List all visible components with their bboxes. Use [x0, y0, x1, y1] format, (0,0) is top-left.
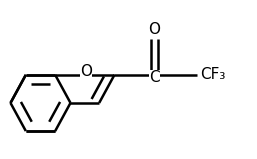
Text: C: C: [149, 70, 160, 85]
Text: O: O: [149, 22, 161, 37]
Text: O: O: [80, 64, 92, 79]
Text: CF₃: CF₃: [200, 67, 226, 82]
